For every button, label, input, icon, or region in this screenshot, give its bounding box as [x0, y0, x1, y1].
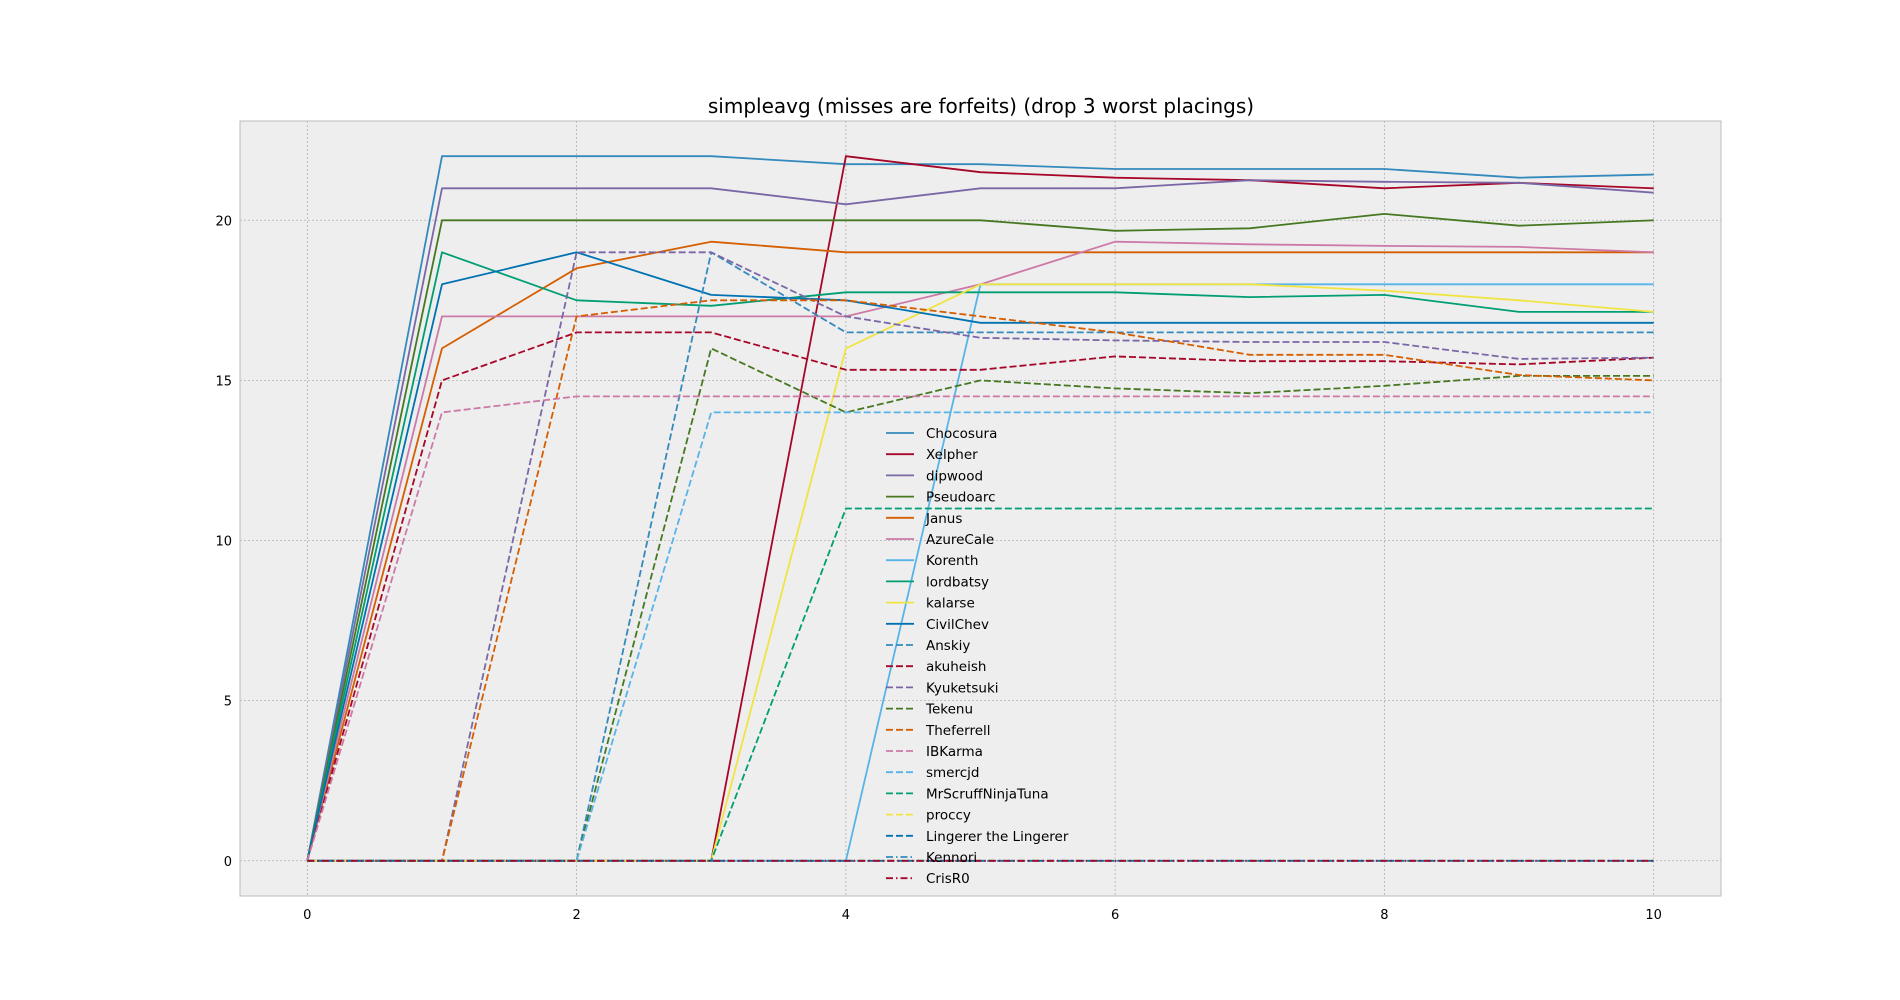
y-tick-label: 15 [215, 374, 232, 389]
legend-label: smercjd [926, 765, 980, 781]
series-line [307, 299, 1654, 862]
legend-label: Chocosura [926, 426, 997, 442]
chart-title: simpleavg (misses are forfeits) (drop 3 … [708, 94, 1254, 118]
y-tick-label: 0 [224, 855, 232, 870]
x-tick-label: 6 [1111, 908, 1119, 923]
x-tick-label: 0 [303, 908, 311, 923]
legend-label: Anskiy [926, 638, 970, 654]
legend-label: Lingerer the Lingerer [926, 829, 1069, 845]
series-line [306, 251, 1654, 862]
x-tick-label: 10 [1645, 908, 1662, 923]
legend-label: Xelpher [926, 447, 978, 463]
x-tick-label: 8 [1380, 908, 1388, 923]
legend-label: AzureCale [926, 532, 994, 548]
legend-label: MrScruffNinjaTuna [926, 786, 1049, 802]
plot-frame [239, 120, 1722, 897]
legend-label: Janus [925, 511, 962, 527]
series-line [306, 240, 1654, 862]
legend-label: Kyuketsuki [926, 680, 999, 696]
y-tick-label: 20 [215, 214, 232, 229]
axis-ticks: 0 2 4 6 8 10 0 5 10 15 20 [215, 214, 1662, 923]
y-tick-label: 10 [215, 535, 232, 550]
legend: Chocosura Xelpher dipwood Pseudoarc Janus Azu… [886, 426, 1069, 887]
legend-label: Korenth [926, 553, 978, 569]
series-line [307, 251, 1654, 862]
series-line [306, 155, 1654, 861]
legend-label: CivilChev [926, 617, 989, 633]
series-line [306, 212, 1654, 861]
legend-label: lordbatsy [926, 574, 989, 590]
legend-label: CrisR0 [926, 871, 970, 887]
legend-label: Kennori [926, 850, 977, 866]
legend-label: kalarse [926, 596, 975, 612]
series-line [306, 251, 1654, 861]
x-tick-label: 2 [572, 908, 580, 923]
series-lines [306, 155, 1654, 862]
legend-label: dipwood [926, 468, 983, 484]
series-line [306, 395, 1654, 862]
y-tick-label: 5 [224, 695, 232, 710]
legend-label: Tekenu [925, 702, 973, 718]
legend-label: IBKarma [926, 744, 983, 760]
legend-label: Pseudoarc [926, 490, 996, 506]
legend-label: akuheish [926, 659, 986, 675]
x-tick-label: 4 [842, 908, 850, 923]
series-line [306, 179, 1654, 861]
legend-label: Theferrell [925, 723, 991, 739]
legend-label: proccy [926, 808, 971, 824]
